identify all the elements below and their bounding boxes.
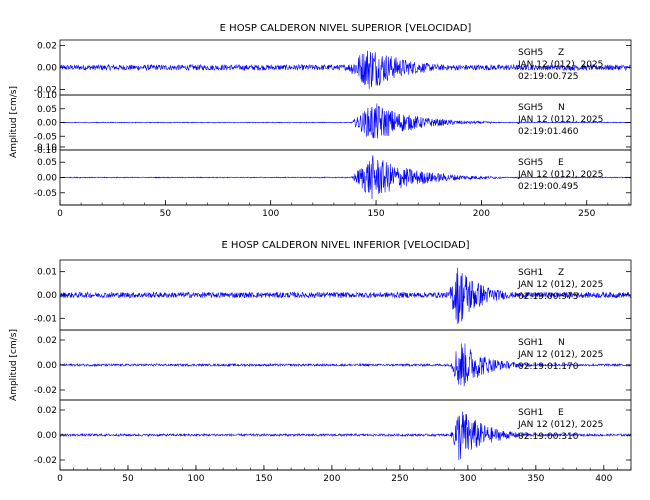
x-tick-label: 200 xyxy=(473,209,490,219)
y-tick-label: 0.05 xyxy=(37,105,57,115)
y-tick-label: 0.00 xyxy=(37,431,57,441)
y-tick-label: 0.02 xyxy=(37,42,57,52)
x-tick-label: 50 xyxy=(160,209,172,219)
x-tick-label: 400 xyxy=(595,474,612,484)
y-tick-label: -0.02 xyxy=(34,386,57,396)
x-tick-label: 50 xyxy=(122,474,134,484)
date-label: JAN 12 (012), 2025 xyxy=(517,350,603,360)
date-label: JAN 12 (012), 2025 xyxy=(517,420,603,430)
station-label: SGH5 xyxy=(518,48,543,58)
x-tick-label: 350 xyxy=(527,474,544,484)
time-label: 02:19:01.170 xyxy=(518,362,579,372)
y-tick-label: -0.05 xyxy=(34,132,57,142)
x-tick-label: 0 xyxy=(57,209,63,219)
waveform-trace xyxy=(59,343,631,387)
station-label: SGH5 xyxy=(518,103,543,113)
y-tick-label: -0.02 xyxy=(34,86,57,96)
component-label: E xyxy=(558,158,564,168)
upper-chart: E HOSP CALDERON NIVEL SUPERIOR [VELOCIDA… xyxy=(9,23,632,219)
y-tick-label: 0.02 xyxy=(37,336,57,346)
y-tick-label: 0.10 xyxy=(37,143,57,153)
y-tick-label: 0.00 xyxy=(37,64,57,74)
station-label: SGH1 xyxy=(518,338,543,348)
lower-chart: E HOSP CALDERON NIVEL INFERIOR [VELOCIDA… xyxy=(9,240,632,484)
y-tick-label: -0.10 xyxy=(34,146,58,156)
waveform-trace xyxy=(59,267,631,324)
y-tick-label: 0.00 xyxy=(37,291,57,301)
x-tick-label: 150 xyxy=(255,474,272,484)
time-label: 02:19:00.725 xyxy=(518,72,578,82)
y-tick-label: 0.10 xyxy=(37,91,57,101)
station-label: SGH1 xyxy=(518,268,543,278)
x-tick-label: 200 xyxy=(323,474,340,484)
station-label: SGH1 xyxy=(518,408,543,418)
y-tick-label: -0.01 xyxy=(34,314,57,324)
y-tick-label: -0.05 xyxy=(34,189,57,199)
waveform-trace xyxy=(59,103,631,139)
date-label: JAN 12 (012), 2025 xyxy=(517,60,603,70)
x-tick-label: 150 xyxy=(367,209,384,219)
waveform-trace xyxy=(59,50,631,89)
time-label: 02:19:00.975 xyxy=(518,292,578,302)
y-tick-label: -0.02 xyxy=(34,456,57,466)
y-tick-label: 0.05 xyxy=(37,158,57,168)
time-label: 02:19:00.310 xyxy=(518,432,579,442)
y-tick-label: 0.00 xyxy=(37,361,57,371)
component-label: E xyxy=(558,408,564,418)
date-label: JAN 12 (012), 2025 xyxy=(517,115,603,125)
component-label: Z xyxy=(558,268,564,278)
x-tick-label: 250 xyxy=(391,474,408,484)
station-label: SGH5 xyxy=(518,158,543,168)
x-tick-label: 100 xyxy=(262,209,279,219)
chart-title: E HOSP CALDERON NIVEL INFERIOR [VELOCIDA… xyxy=(221,240,469,251)
component-label: N xyxy=(558,103,565,113)
time-label: 02:19:01.460 xyxy=(518,127,579,137)
y-tick-label: 0.01 xyxy=(37,268,57,278)
date-label: JAN 12 (012), 2025 xyxy=(517,170,603,180)
y-tick-label: 0.02 xyxy=(37,406,57,416)
component-label: Z xyxy=(558,48,564,58)
component-label: N xyxy=(558,338,565,348)
waveform-trace xyxy=(59,155,631,200)
x-tick-label: 100 xyxy=(187,474,204,484)
date-label: JAN 12 (012), 2025 xyxy=(517,280,603,290)
y-tick-label: 0.00 xyxy=(37,119,57,129)
x-tick-label: 0 xyxy=(57,474,63,484)
y-axis-label: Amplitud [cm/s] xyxy=(9,329,19,401)
y-tick-label: 0.00 xyxy=(37,174,57,184)
x-tick-label: 250 xyxy=(578,209,595,219)
y-axis-label: Amplitud [cm/s] xyxy=(9,86,19,158)
x-tick-label: 300 xyxy=(459,474,476,484)
waveform-trace xyxy=(59,411,631,461)
chart-title: E HOSP CALDERON NIVEL SUPERIOR [VELOCIDA… xyxy=(220,23,472,34)
time-label: 02:19:00.495 xyxy=(518,182,578,192)
